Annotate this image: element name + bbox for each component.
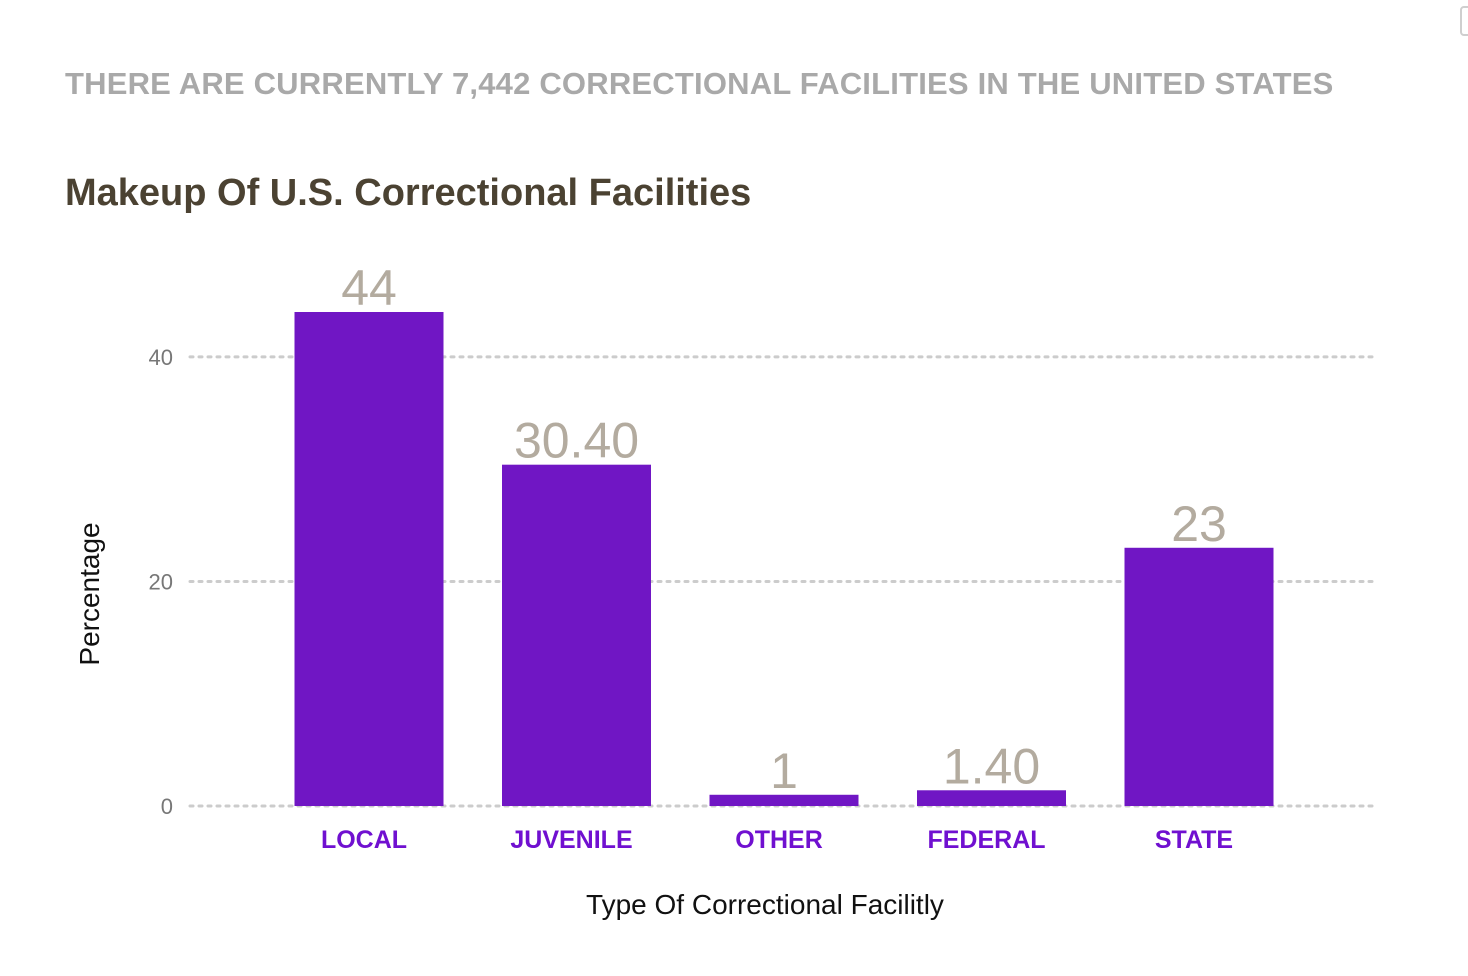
y-axis-title: Percentage <box>74 522 105 665</box>
y-tick-label: 0 <box>161 794 173 819</box>
chart-title: Makeup Of U.S. Correctional Facilities <box>65 172 752 214</box>
category-label-state: STATE <box>1155 826 1233 854</box>
value-label-juvenile: 30.40 <box>514 413 639 469</box>
bar-federal[interactable] <box>917 790 1066 806</box>
bars <box>294 312 1274 806</box>
category-label-juvenile: JUVENILE <box>510 826 632 854</box>
x-axis-title: Type Of Correctional Facilitly <box>586 889 944 920</box>
category-label-local: LOCAL <box>321 826 407 854</box>
value-label-other: 1 <box>770 743 798 799</box>
labels: 44 LOCAL 30.40 JUVENILE 1 OTHER 1.40 FEDERAL 23 S… <box>321 260 1233 854</box>
bar-local[interactable] <box>294 312 444 806</box>
y-tick-label: 40 <box>149 345 173 370</box>
corner-handle <box>1460 6 1468 36</box>
value-label-federal: 1.40 <box>943 738 1040 794</box>
category-label-other: OTHER <box>735 826 823 854</box>
value-label-state: 23 <box>1171 496 1227 552</box>
headline: THERE ARE CURRENTLY 7,442 CORRECTIONAL F… <box>65 66 1334 101</box>
bar-juvenile[interactable] <box>502 464 651 806</box>
category-label-federal: FEDERAL <box>927 826 1045 854</box>
value-label-local: 44 <box>341 260 397 316</box>
bar-other[interactable] <box>709 794 859 806</box>
y-tick-label: 20 <box>149 569 173 594</box>
bar-state[interactable] <box>1124 547 1274 806</box>
